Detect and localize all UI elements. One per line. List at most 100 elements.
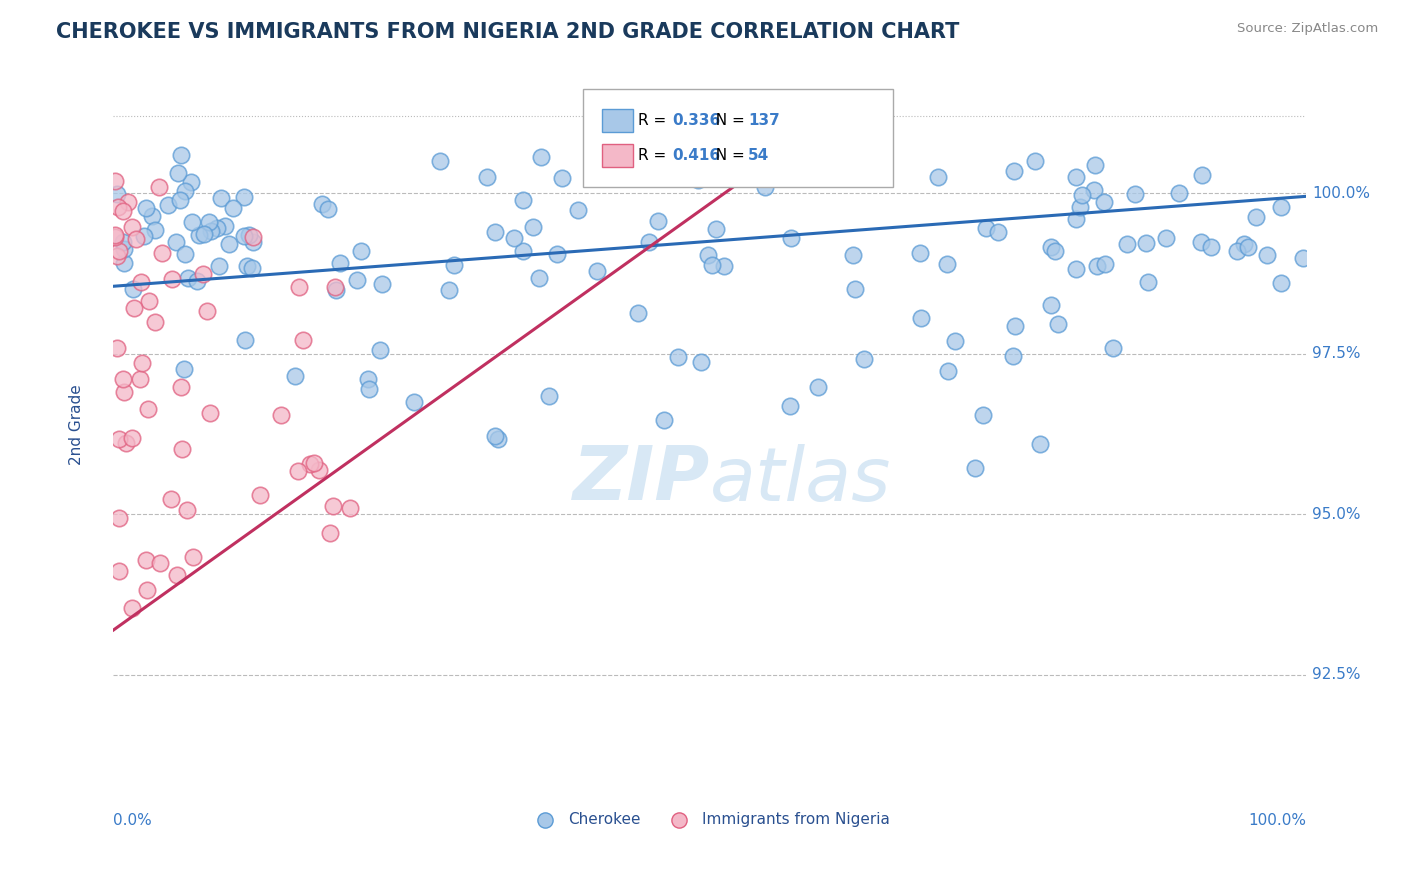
Text: 0.0%: 0.0% xyxy=(114,813,152,828)
Text: N =: N = xyxy=(706,113,749,128)
Point xyxy=(108,511,131,525)
Point xyxy=(1123,186,1146,201)
Point xyxy=(1004,319,1026,334)
Point xyxy=(111,204,134,219)
Point xyxy=(371,277,394,291)
Point xyxy=(1002,164,1025,178)
Point xyxy=(1244,210,1267,224)
Point xyxy=(1092,194,1115,209)
Point xyxy=(238,227,260,242)
Text: R =: R = xyxy=(638,148,672,162)
Point xyxy=(156,198,179,212)
Point xyxy=(443,258,465,272)
Point xyxy=(308,463,330,477)
Point xyxy=(1085,259,1108,273)
Point xyxy=(302,456,325,470)
Point xyxy=(1043,244,1066,258)
Point xyxy=(346,273,368,287)
Point xyxy=(668,350,690,364)
Point xyxy=(128,372,150,386)
Point xyxy=(160,272,183,286)
Point xyxy=(1084,158,1107,172)
Point xyxy=(329,256,352,270)
Point xyxy=(551,171,574,186)
Point xyxy=(512,244,534,258)
Point xyxy=(527,270,550,285)
Text: 92.5%: 92.5% xyxy=(1312,667,1361,682)
Point xyxy=(437,283,460,297)
Point xyxy=(404,395,426,409)
Point xyxy=(323,280,346,294)
Point xyxy=(652,413,675,427)
Text: 54: 54 xyxy=(748,148,769,162)
Point xyxy=(936,257,959,271)
Text: 0.336: 0.336 xyxy=(672,113,720,128)
Point xyxy=(322,500,344,514)
Text: 95.0%: 95.0% xyxy=(1312,507,1361,522)
Point xyxy=(316,202,339,216)
Point xyxy=(107,200,129,214)
Point xyxy=(1189,235,1212,249)
Point xyxy=(205,221,228,235)
Point xyxy=(209,191,232,205)
Point xyxy=(138,294,160,309)
Point xyxy=(368,343,391,358)
Point xyxy=(112,384,135,399)
Point xyxy=(638,235,661,250)
Point xyxy=(288,280,311,294)
Point xyxy=(936,364,959,378)
Point xyxy=(538,389,561,403)
Point xyxy=(834,167,856,181)
Point xyxy=(111,235,134,249)
Point xyxy=(633,161,655,176)
Point xyxy=(1040,298,1063,312)
Point xyxy=(236,260,259,274)
Point xyxy=(1083,183,1105,197)
Text: 137: 137 xyxy=(748,113,780,128)
Point xyxy=(122,301,145,316)
Text: ZIP: ZIP xyxy=(572,443,710,516)
Point xyxy=(121,282,143,296)
Point xyxy=(1270,200,1292,214)
Point xyxy=(908,246,931,260)
Point xyxy=(270,408,292,422)
Point xyxy=(176,503,198,517)
Point xyxy=(198,406,221,420)
Point xyxy=(1154,230,1177,244)
Point xyxy=(235,333,257,347)
Text: atlas: atlas xyxy=(710,444,891,516)
Point xyxy=(669,158,692,172)
Point xyxy=(1256,248,1278,262)
Point xyxy=(112,372,135,386)
Point xyxy=(319,525,342,540)
Point xyxy=(284,368,307,383)
Text: N =: N = xyxy=(706,148,749,162)
Point xyxy=(522,220,544,235)
Point xyxy=(136,401,159,416)
Point xyxy=(232,190,254,204)
Point xyxy=(166,568,188,582)
Point xyxy=(105,342,128,356)
Point xyxy=(112,256,135,270)
Point xyxy=(117,195,139,210)
Point xyxy=(683,165,706,179)
Point xyxy=(125,231,148,245)
Point xyxy=(1001,349,1024,363)
Text: 97.5%: 97.5% xyxy=(1312,346,1361,361)
Point xyxy=(1070,188,1092,202)
Point xyxy=(105,187,128,202)
Point xyxy=(1191,168,1213,182)
Point xyxy=(198,215,221,229)
Point xyxy=(429,154,451,169)
Point xyxy=(325,284,347,298)
Point xyxy=(191,267,214,281)
Point xyxy=(974,221,997,235)
Point xyxy=(1024,154,1046,169)
Point xyxy=(484,429,506,443)
Point xyxy=(807,380,830,394)
Point xyxy=(131,275,153,289)
Text: R =: R = xyxy=(638,113,672,128)
Point xyxy=(188,228,211,243)
Point xyxy=(174,247,197,261)
Point xyxy=(530,150,553,164)
